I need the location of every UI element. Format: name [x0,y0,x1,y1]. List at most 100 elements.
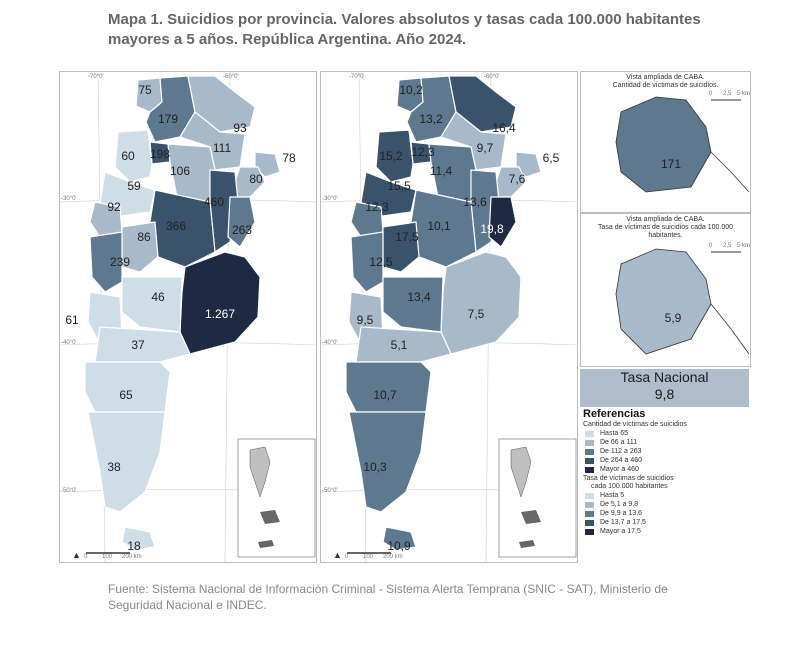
scale-end: 200 km [122,554,142,560]
label-sanluis: 86 [137,230,151,244]
inset-top-svg: 171 [615,96,750,193]
rate-label-cordoba: 10,1 [427,219,451,233]
rate-label-santafe: 13,6 [463,195,487,209]
label-tierradelfuego: 18 [127,539,141,553]
tasa-nacional-value: 9,8 [654,386,675,402]
scale-zero: 0 [84,554,88,560]
inset-top-value: 171 [661,157,681,171]
legend-item-label: Mayor a 17,5 [600,528,641,535]
label-corrientes: 80 [249,172,263,186]
province-mendoza [89,231,123,293]
label-salta: 179 [158,112,178,126]
legend-swatch [585,510,594,517]
legend-item: Hasta 65 [585,429,753,438]
rate-label-catamarca: 15,2 [379,149,403,163]
province-chaco [179,111,246,171]
inset-bottom-caption-1: Vista ampliada de CABA. [626,216,705,223]
rate-label-sanluis: 17,5 [395,230,419,244]
legend-group-1-title: Cantidad de víctimas de suicidios [583,421,687,428]
map-title: Mapa 1. Suicidios por provincia. Valores… [108,11,701,48]
legend-title: Referencias [583,408,646,420]
coord-lat-30: -30°0' [61,196,77,202]
scale-end: 200 km [383,554,403,560]
inset-bottom-value: 5,9 [665,311,682,325]
label-formosa: 93 [233,121,247,135]
legend-item: De 9,9 a 13,6 [585,509,753,518]
label-entrerios: 263 [232,223,252,237]
inset-islands-shape [258,510,280,548]
coord-top-60: -60°0' [484,74,500,80]
label-rionegro: 37 [131,338,145,352]
legend-item-label: De 13,7 a 17,5 [600,519,646,526]
map-rate-svg: 10,2 13,2 16,4 15,2 12,3 9,7 6,5 11,4 15… [321,72,577,562]
legend-item: De 112 a 263 [585,447,753,456]
inset-bottom-caption-3: habitantes. [648,232,683,239]
rate-label-misiones: 6,5 [543,151,560,165]
legend-item: De 5,1 a 9,8 [585,500,753,509]
label-jujuy: 75 [138,83,152,97]
label-lapampa: 46 [151,290,165,304]
rate-label-corrientes: 7,6 [509,172,526,186]
north-arrow-icon: ▲ [333,550,342,560]
map-panel-rate: 10,2 13,2 16,4 15,2 12,3 9,7 6,5 11,4 15… [320,71,578,563]
label-cordoba: 366 [166,219,186,233]
inset-argentina-shape [249,446,271,498]
label-chaco: 111 [213,141,232,155]
rate-label-rionegro: 5,1 [391,338,408,352]
label-catamarca: 60 [121,149,135,163]
label-mendoza: 239 [110,255,130,269]
legend-item: De 66 a 111 [585,438,753,447]
inset-top-scale-end: 5 km [737,91,751,97]
inset-top-scale-mid: 2,5 [723,91,732,97]
rate-label-santiago: 11,4 [430,164,453,178]
legend-item: Mayor a 17,5 [585,527,753,536]
coord-lat-50: -50°0' [322,488,338,494]
rate-label-tucuman: 12,3 [411,145,435,159]
legend-swatch [585,439,594,446]
legend: Referencias Cantidad de víctimas de suic… [583,408,753,536]
inset-bottom-scale-end: 5 km [737,243,751,249]
inset-bottom-scale-mid: 2,5 [723,243,732,249]
label-buenosaires: 1.267 [205,307,235,321]
rate-label-tierradelfuego: 10,9 [387,539,411,553]
rate-label-formosa: 16,4 [492,121,516,135]
source-note: Fuente: Sistema Nacional de Información … [108,582,668,612]
rate-label-entrerios: 19,8 [480,222,504,236]
tasa-nacional-label: Tasa Nacional [620,369,709,385]
coord-top-70: -70°0' [88,74,104,80]
label-santiago: 106 [170,164,190,178]
rate-label-jujuy: 10,2 [399,83,423,97]
legend-swatch [585,457,594,464]
province-chubut [84,361,171,413]
legend-swatch [585,492,594,499]
legend-item: Hasta 5 [585,491,753,500]
inset-bottom-caption-2: Tasa de víctimas de suicidios cada 100.0… [597,224,734,231]
legend-item: De 264 a 460 [585,456,753,465]
tasa-nacional-box: Tasa Nacional 9,8 [580,369,749,407]
rate-label-buenosaires: 7,5 [468,307,485,321]
legend-item: De 13,7 a 17,5 [585,518,753,527]
legend-swatch [585,448,594,455]
rate-label-larioja: 15,5 [387,179,411,193]
rate-label-chaco: 9,7 [477,141,494,155]
label-santacruz: 38 [107,460,121,474]
scale-mid: 100 [363,554,374,560]
inset-caba-rate: Vista ampliada de CABA. Tasa de víctimas… [580,213,751,367]
label-misiones: 78 [282,151,296,165]
inset-caba-absolute: Vista ampliada de CABA. Cantidad de víct… [580,71,751,213]
coord-lat-40: -40°0' [322,340,338,346]
inset-bottom-scale-zero: 0 [709,243,713,249]
scale-mid: 100 [102,554,113,560]
scale-zero: 0 [345,554,349,560]
province-catamarca [114,129,153,183]
coord-top-60: -60°0' [223,74,239,80]
coord-lat-40: -40°0' [61,340,77,346]
province-lapampa [121,276,183,333]
coord-lat-50: -50°0' [61,488,77,494]
inset-top-caption-1: Vista ampliada de CABA. [626,74,705,81]
legend-swatch [585,430,594,437]
legend-item: Mayor a 460 [585,465,753,474]
province-tierradelfuego [121,526,156,551]
legend-item-label: De 5,1 a 9,8 [600,501,639,508]
rate-label-neuquen: 9,5 [357,313,374,327]
